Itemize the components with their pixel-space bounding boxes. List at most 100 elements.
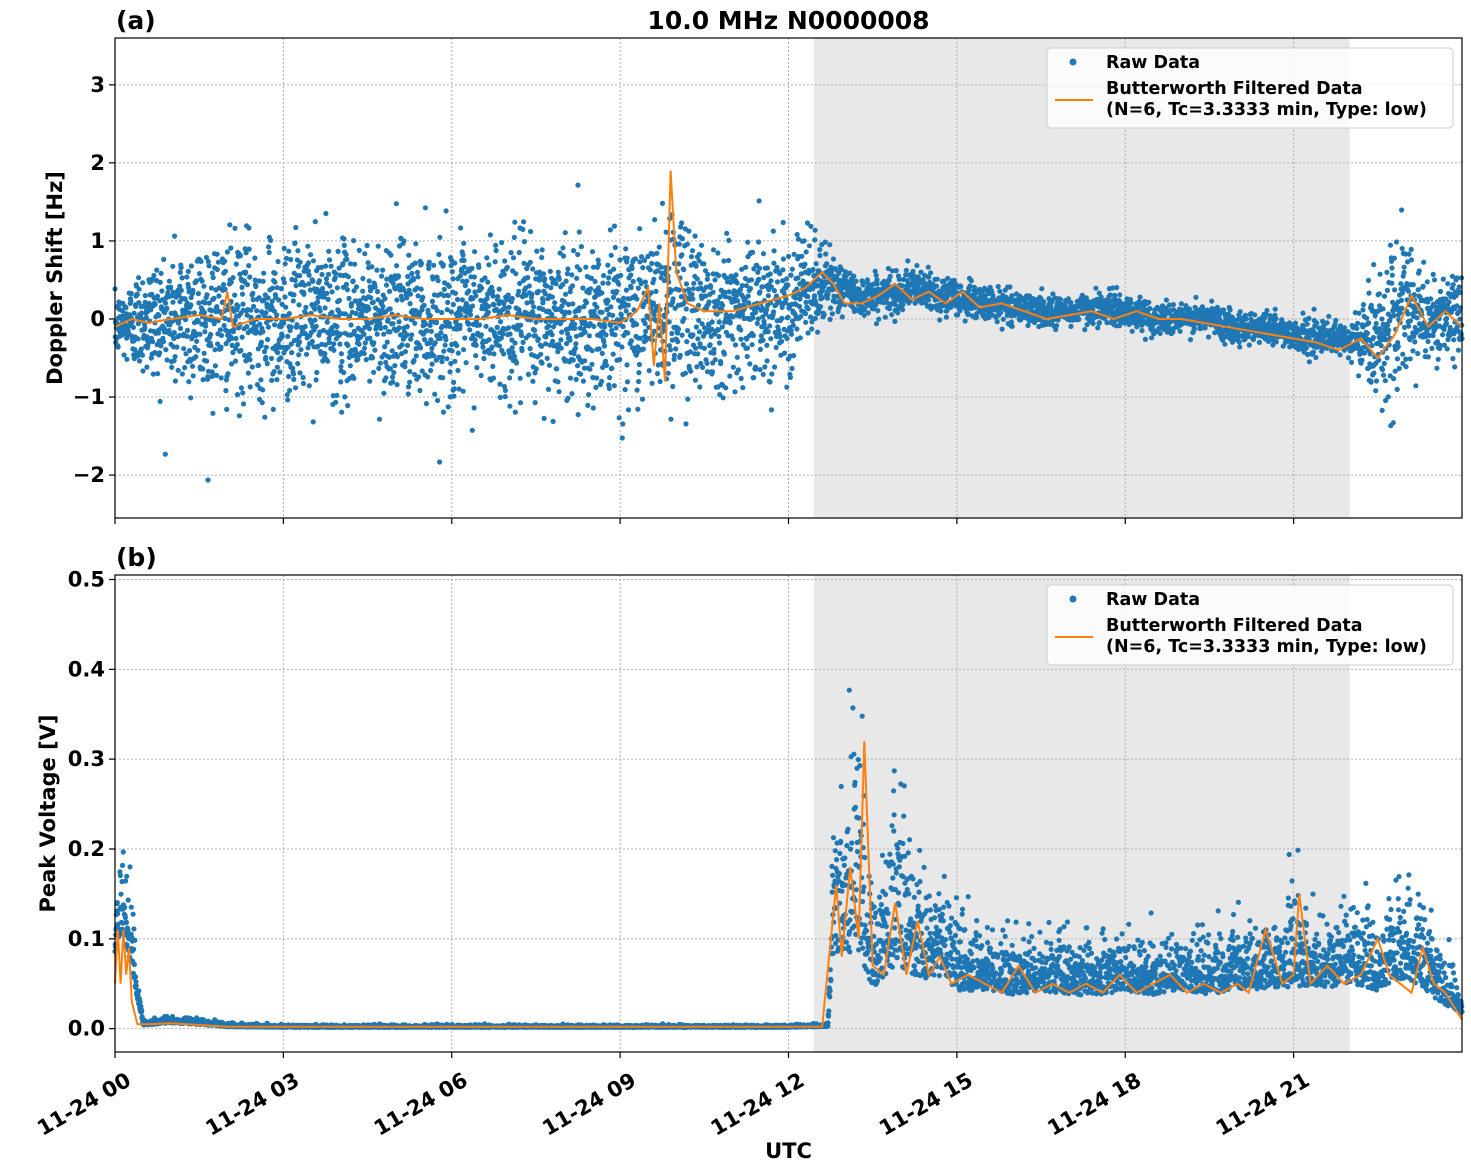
- data-point: [563, 291, 569, 297]
- data-point: [276, 297, 282, 303]
- data-point: [665, 361, 672, 367]
- data-point: [611, 383, 617, 389]
- data-point: [1387, 242, 1394, 248]
- data-point: [679, 252, 685, 258]
- data-point: [506, 304, 512, 310]
- data-point: [272, 322, 278, 328]
- data-point: [372, 284, 378, 290]
- data-point: [128, 298, 134, 304]
- data-point: [269, 377, 275, 383]
- data-point: [501, 351, 507, 357]
- data-point: [123, 305, 129, 311]
- data-point: [747, 285, 754, 292]
- data-point: [793, 295, 799, 301]
- data-point: [407, 379, 413, 385]
- data-point: [451, 386, 457, 392]
- data-point: [1157, 330, 1163, 336]
- data-point: [744, 353, 750, 360]
- data-point: [473, 342, 479, 348]
- data-point: [417, 387, 423, 394]
- data-point: [521, 239, 528, 245]
- data-point: [805, 294, 811, 300]
- data-point: [332, 270, 339, 276]
- data-point: [712, 277, 718, 283]
- data-point: [214, 372, 220, 378]
- data-point: [385, 317, 391, 323]
- data-point: [116, 299, 122, 305]
- data-point: [556, 389, 562, 395]
- data-point: [876, 316, 882, 322]
- data-point: [194, 338, 200, 344]
- data-point: [1377, 326, 1383, 332]
- data-point: [1117, 292, 1123, 298]
- data-point: [747, 361, 753, 367]
- data-point: [757, 346, 764, 352]
- data-point: [999, 326, 1005, 332]
- data-point: [774, 279, 781, 285]
- data-point: [244, 282, 250, 288]
- data-point: [750, 249, 756, 255]
- data-point: [1371, 370, 1377, 376]
- data-point: [338, 379, 344, 385]
- data-point: [502, 258, 508, 264]
- data-point: [189, 363, 196, 369]
- data-point: [383, 282, 390, 288]
- data-point: [1400, 351, 1406, 357]
- data-point: [396, 319, 402, 325]
- data-point: [527, 346, 533, 352]
- data-point: [205, 477, 211, 483]
- data-point: [309, 338, 315, 345]
- data-point: [407, 291, 413, 297]
- data-point: [240, 401, 247, 407]
- data-point: [715, 250, 721, 256]
- data-point: [757, 367, 763, 373]
- data-point: [651, 276, 657, 282]
- data-point: [543, 341, 549, 347]
- data-point: [582, 329, 588, 335]
- data-point: [198, 258, 204, 264]
- data-point: [283, 304, 289, 310]
- data-point: [140, 368, 146, 374]
- data-point: [511, 234, 517, 240]
- data-point: [285, 397, 291, 403]
- data-point: [1373, 320, 1379, 327]
- data-point: [589, 361, 595, 367]
- data-point: [441, 348, 447, 354]
- data-point: [553, 281, 559, 287]
- data-point: [404, 342, 411, 348]
- data-point: [519, 347, 525, 354]
- data-point: [404, 332, 410, 338]
- data-point: [851, 273, 857, 279]
- data-point: [610, 351, 616, 357]
- data-point: [612, 332, 618, 338]
- data-point: [536, 288, 542, 294]
- data-point: [391, 369, 397, 376]
- data-point: [294, 322, 300, 328]
- data-point: [575, 182, 581, 188]
- data-point: [556, 276, 562, 282]
- data-point: [540, 271, 547, 277]
- data-point: [384, 276, 390, 282]
- data-point: [408, 336, 414, 342]
- data-point: [701, 261, 707, 267]
- data-point: [490, 375, 497, 381]
- data-point: [396, 325, 402, 331]
- data-point: [238, 385, 244, 391]
- data-point: [399, 297, 405, 303]
- data-point: [285, 344, 291, 350]
- data-point: [339, 358, 345, 365]
- data-point: [690, 332, 696, 338]
- data-point: [1380, 372, 1387, 378]
- data-point: [239, 284, 245, 290]
- data-point: [224, 406, 230, 412]
- data-point: [210, 274, 216, 281]
- data-point: [451, 393, 457, 399]
- data-point: [444, 356, 450, 362]
- data-point: [560, 245, 566, 251]
- data-point: [520, 226, 526, 232]
- data-point: [491, 351, 497, 357]
- data-point: [683, 281, 690, 287]
- data-point: [692, 233, 698, 239]
- data-point: [274, 285, 280, 291]
